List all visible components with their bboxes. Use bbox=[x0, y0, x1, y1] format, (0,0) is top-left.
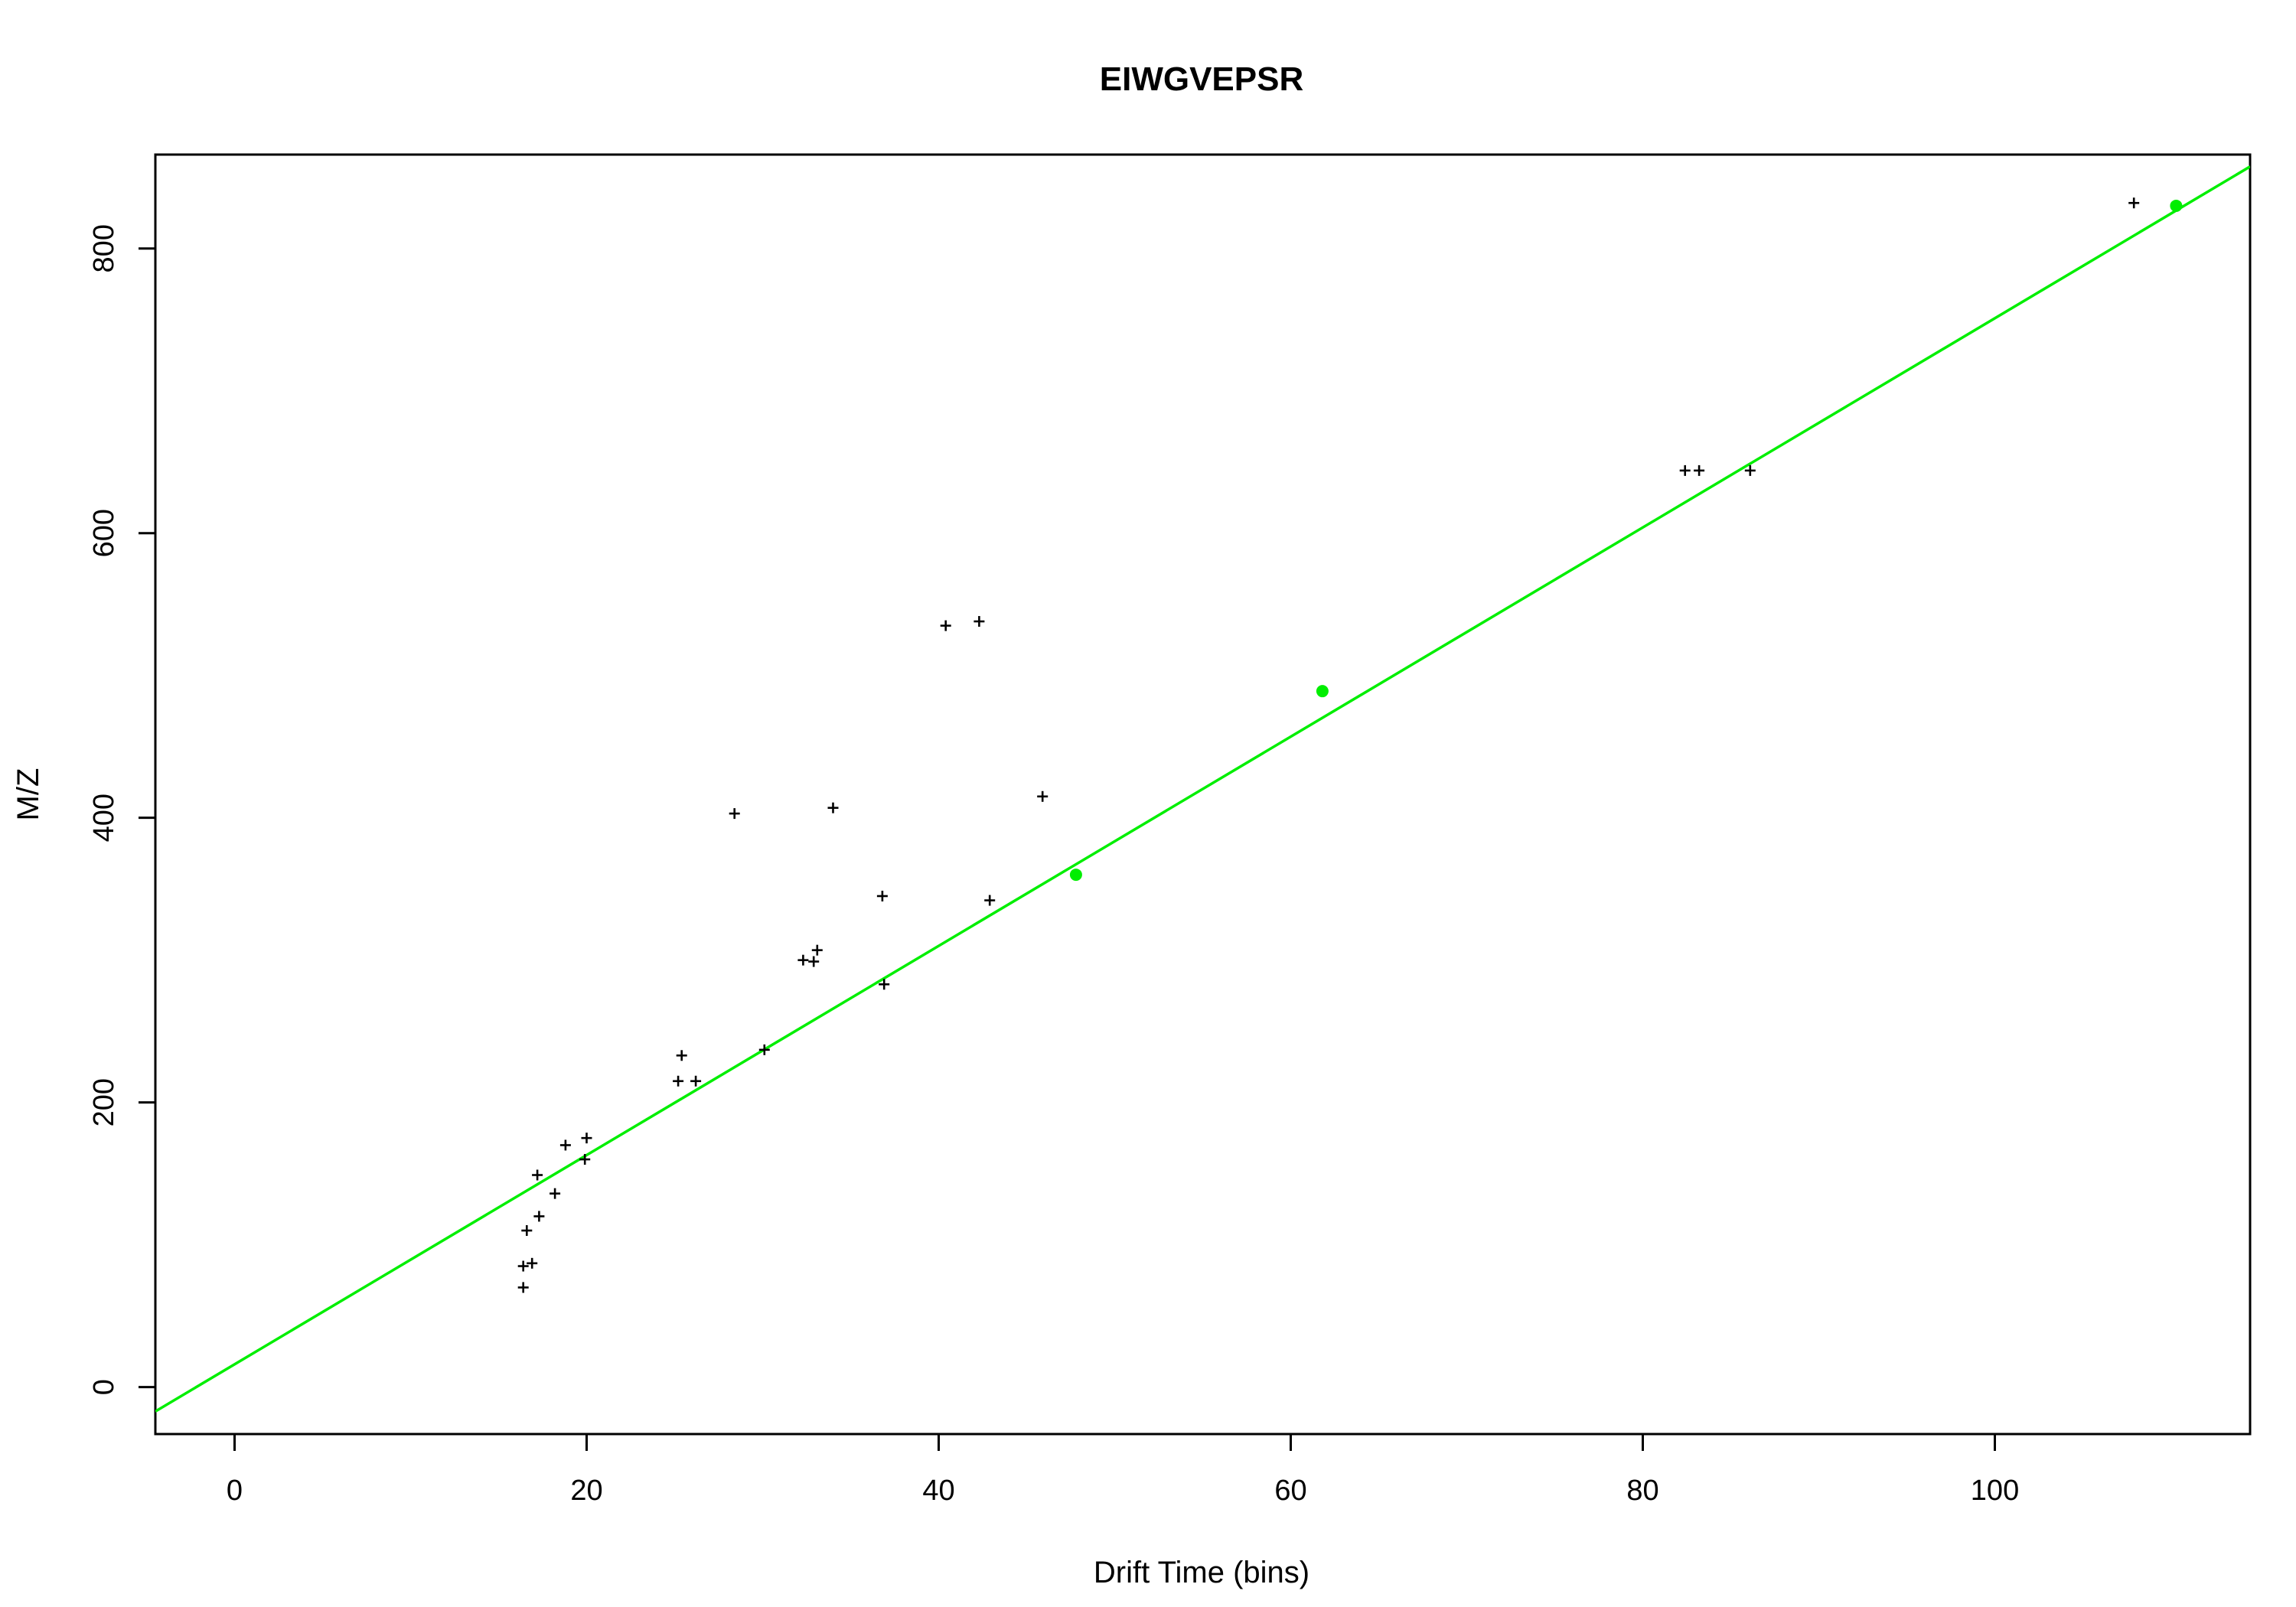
data-point bbox=[1744, 464, 1756, 476]
y-tick-label: 200 bbox=[88, 1078, 120, 1126]
y-axis-label: M/Z bbox=[11, 768, 45, 821]
data-point bbox=[533, 1211, 545, 1222]
data-point bbox=[808, 956, 820, 967]
data-point bbox=[797, 954, 809, 966]
data-point bbox=[673, 1075, 684, 1087]
data-point bbox=[1694, 464, 1705, 476]
x-tick-label: 80 bbox=[1626, 1475, 1658, 1507]
data-point bbox=[521, 1225, 533, 1237]
x-axis: 0 20 40 60 80 100 bbox=[227, 1433, 2019, 1507]
highlight-point bbox=[2170, 199, 2183, 212]
y-tick-label: 800 bbox=[88, 224, 120, 272]
x-tick-label: 40 bbox=[922, 1475, 954, 1507]
data-point bbox=[559, 1139, 571, 1151]
data-point bbox=[550, 1188, 561, 1199]
data-point bbox=[1037, 790, 1049, 802]
points-layer bbox=[517, 197, 2183, 1293]
data-point bbox=[879, 979, 890, 990]
data-point bbox=[984, 895, 996, 906]
data-point bbox=[517, 1282, 529, 1293]
fit-line-layer bbox=[155, 165, 2250, 1413]
data-point bbox=[527, 1257, 538, 1269]
plot-frame bbox=[154, 153, 2252, 1436]
data-point bbox=[517, 1260, 529, 1272]
x-tick-label: 20 bbox=[570, 1475, 602, 1507]
data-point bbox=[974, 616, 985, 627]
data-point bbox=[690, 1075, 702, 1087]
y-tick-label: 600 bbox=[88, 509, 120, 557]
data-point bbox=[581, 1133, 592, 1144]
x-axis-label: Drift Time (bins) bbox=[1094, 1556, 1309, 1589]
x-tick-label: 100 bbox=[1971, 1475, 2019, 1507]
y-axis: 0 200 400 600 800 bbox=[88, 224, 157, 1395]
y-tick-label: 0 bbox=[88, 1379, 120, 1395]
data-point bbox=[579, 1154, 591, 1165]
y-tick-label: 400 bbox=[88, 794, 120, 842]
x-tick-label: 0 bbox=[227, 1475, 243, 1507]
highlight-point bbox=[1316, 685, 1329, 698]
data-point bbox=[811, 944, 823, 956]
chart-title: EIWGVEPSR bbox=[1100, 60, 1304, 98]
highlight-point bbox=[1069, 869, 1082, 882]
data-point bbox=[876, 890, 888, 901]
data-point bbox=[532, 1169, 543, 1181]
data-point bbox=[729, 808, 740, 820]
data-point bbox=[2128, 197, 2140, 209]
data-point bbox=[676, 1050, 687, 1061]
x-tick-label: 60 bbox=[1274, 1475, 1306, 1507]
fit-line bbox=[155, 165, 2250, 1413]
data-point bbox=[1679, 464, 1691, 476]
data-point bbox=[827, 802, 839, 813]
data-point bbox=[940, 620, 951, 631]
data-point bbox=[758, 1044, 770, 1055]
